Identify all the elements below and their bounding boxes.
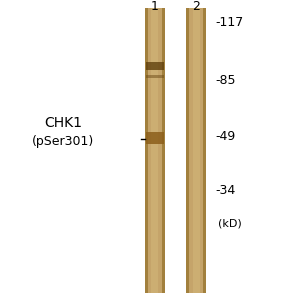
Bar [193,8,199,292]
Text: -117: -117 [215,16,243,29]
Text: CHK1: CHK1 [44,116,82,130]
Text: 1: 1 [151,0,159,13]
Text: -34: -34 [215,184,236,197]
Bar [146,62,164,70]
Bar [152,8,158,292]
Text: -85: -85 [215,74,236,88]
Bar [145,8,148,292]
Bar [203,8,206,292]
Bar [145,8,165,292]
Text: (pSer301): (pSer301) [32,134,94,148]
Bar [186,8,206,292]
Bar [146,75,164,78]
Text: 2: 2 [192,0,200,13]
Bar [186,8,189,292]
Text: (kD): (kD) [218,218,242,229]
Bar [146,132,164,144]
Bar [162,8,165,292]
Text: -49: -49 [215,130,236,143]
